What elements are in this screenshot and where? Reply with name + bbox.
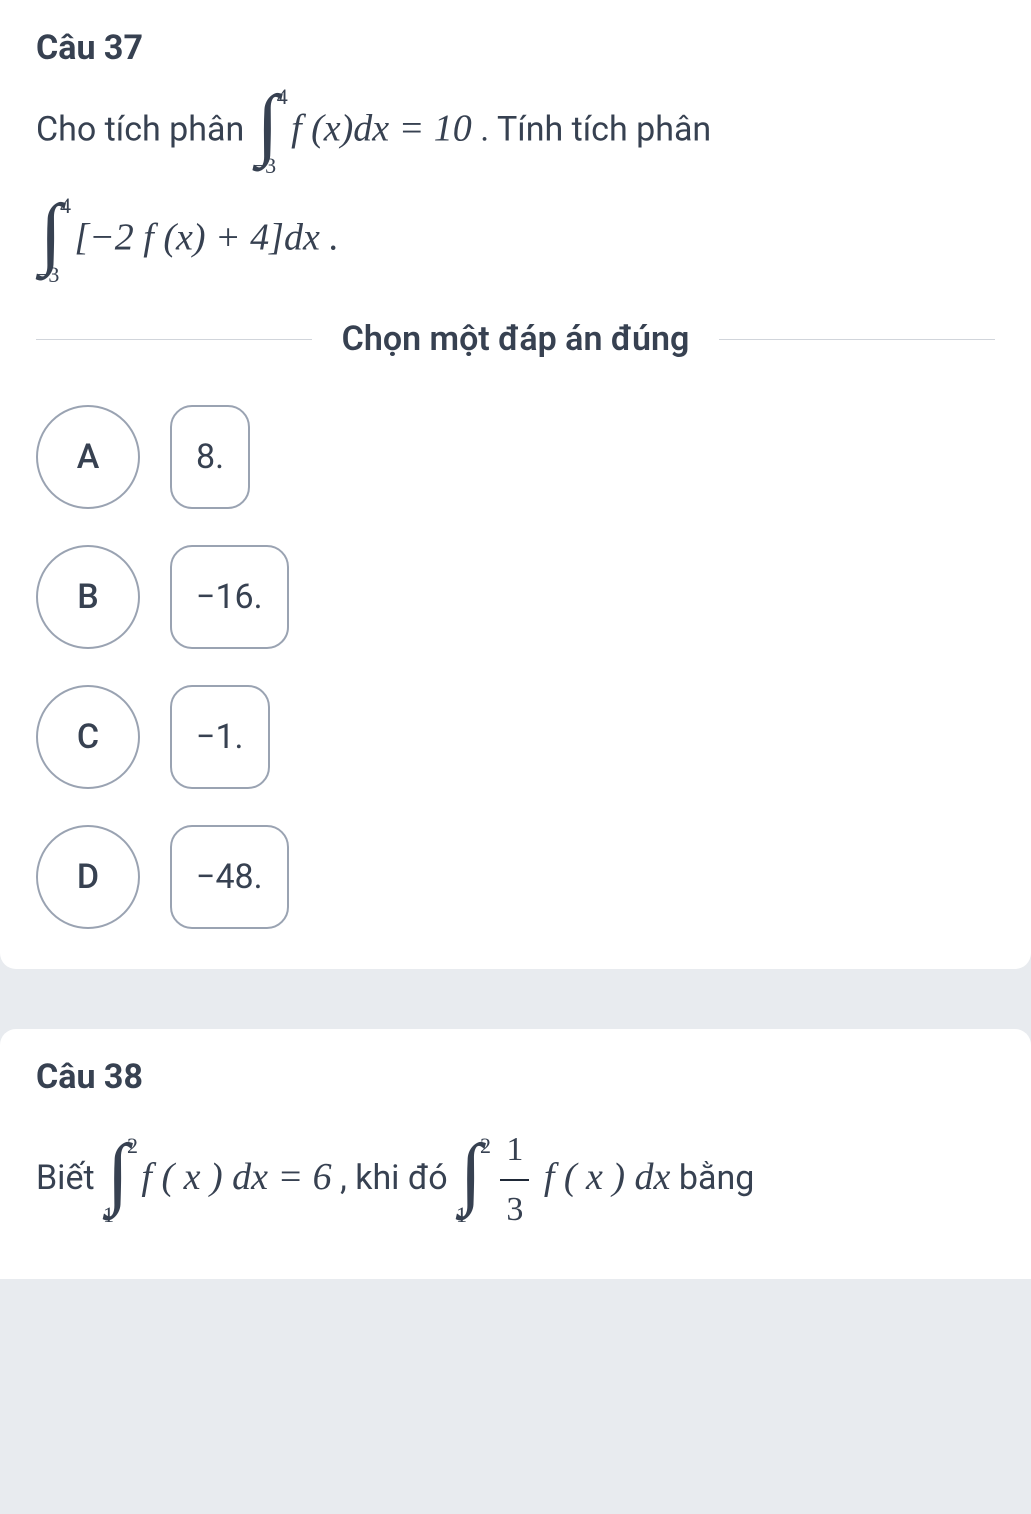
prompt-text-after: bằng [679, 1158, 754, 1198]
integral-2: 2 ∫ 1 [460, 1141, 482, 1220]
divider-line-left [36, 339, 312, 340]
question-card-38: Câu 38 Biết 2 ∫ 1 f ( x ) dx = 6 , khi đ… [0, 1029, 1031, 1279]
integral-1-upper: 2 [127, 1127, 138, 1164]
fraction-numerator: 1 [500, 1121, 529, 1181]
card-inner: Câu 37 Cho tích phân 4 ∫ −3 f (x)dx = 10… [0, 0, 1031, 969]
question-title: Câu 37 [36, 28, 995, 68]
integral-1-body: f (x)dx = 10 [291, 107, 472, 149]
fraction-denominator: 3 [500, 1181, 529, 1239]
option-letter-d[interactable]: D [36, 825, 140, 929]
option-row-a: A 8. [36, 405, 995, 509]
integral-1-lower: −3 [253, 147, 276, 184]
integral-2-lower: −3 [36, 256, 59, 293]
prompt-text-after: . Tính tích phân [480, 109, 711, 149]
option-letter-a[interactable]: A [36, 405, 140, 509]
card-inner: Câu 38 Biết 2 ∫ 1 f ( x ) dx = 6 , khi đ… [0, 1029, 1031, 1279]
option-row-b: B −16. [36, 545, 995, 649]
integral-1-body: f ( x ) dx = 6 [141, 1156, 331, 1198]
question-prompt: Cho tích phân 4 ∫ −3 f (x)dx = 10 . Tính… [36, 92, 995, 279]
prompt-text-before: Biết [36, 1158, 103, 1198]
option-letter-b[interactable]: B [36, 545, 140, 649]
question-prompt: Biết 2 ∫ 1 f ( x ) dx = 6 , khi đó 2 ∫ 1… [36, 1121, 995, 1239]
integral-1-lower: 1 [103, 1196, 114, 1233]
integral-2: 4 ∫ −3 [40, 201, 62, 280]
integral-2-upper: 4 [60, 187, 71, 224]
integral-2-upper: 2 [480, 1127, 491, 1164]
divider-line-right [719, 339, 995, 340]
integral-2-body: f ( x ) dx [544, 1156, 671, 1198]
integral-1: 4 ∫ −3 [257, 92, 279, 171]
option-row-d: D −48. [36, 825, 995, 929]
option-letter-c[interactable]: C [36, 685, 140, 789]
question-title: Câu 38 [36, 1057, 995, 1097]
integral-2-block: 4 ∫ −3 [−2 f (x) + 4]dx . [36, 201, 995, 280]
prompt-text-before: Cho tích phân [36, 109, 253, 149]
options-list: A 8. B −16. C −1. D −48. [36, 405, 995, 929]
option-value-d[interactable]: −48. [170, 825, 289, 929]
option-value-c[interactable]: −1. [170, 685, 270, 789]
option-value-b[interactable]: −16. [170, 545, 289, 649]
integral-2-body: [−2 f (x) + 4]dx . [74, 216, 338, 258]
integral-1-upper: 4 [277, 78, 288, 115]
fraction: 1 3 [500, 1121, 529, 1239]
option-value-a[interactable]: 8. [170, 405, 250, 509]
integral-1: 2 ∫ 1 [107, 1141, 129, 1220]
choose-divider: Chọn một đáp án đúng [36, 319, 995, 359]
prompt-text-mid: , khi đó [340, 1158, 456, 1198]
option-row-c: C −1. [36, 685, 995, 789]
question-card-37: Câu 37 Cho tích phân 4 ∫ −3 f (x)dx = 10… [0, 0, 1031, 969]
integral-2-lower: 1 [456, 1196, 467, 1233]
choose-label: Chọn một đáp án đúng [312, 319, 720, 359]
